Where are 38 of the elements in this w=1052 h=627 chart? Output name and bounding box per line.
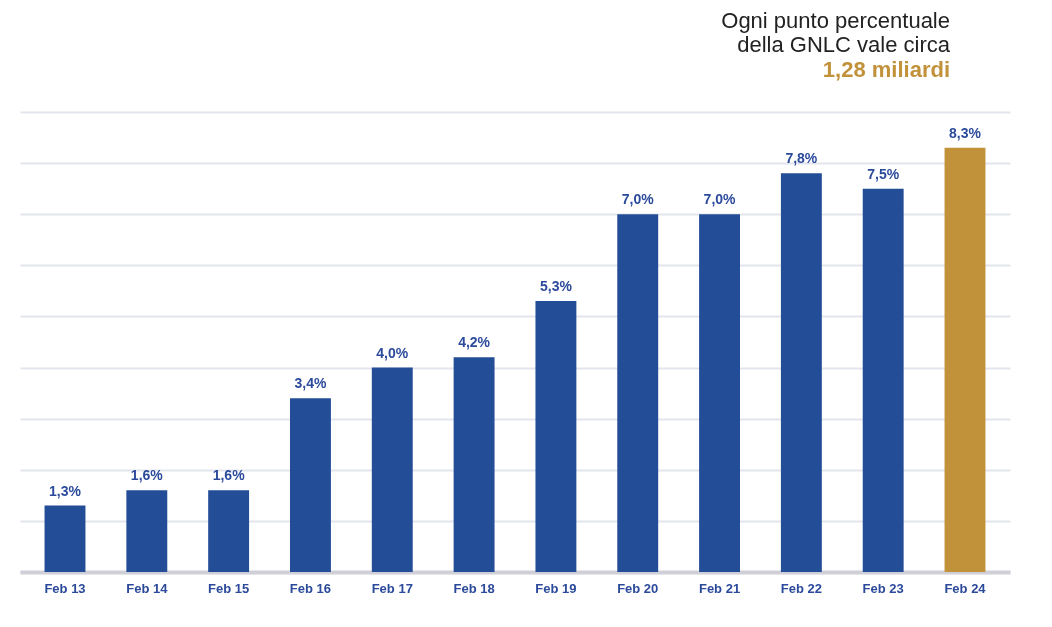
x-tick-label: Feb 21 — [698, 580, 741, 596]
chart-subtitle: 1,28 miliardi — [822, 57, 950, 82]
bar — [780, 173, 822, 572]
bar — [126, 490, 168, 572]
data-label: 7,8% — [785, 150, 818, 167]
data-label: 7,0% — [703, 191, 737, 208]
data-label: 1,6% — [212, 467, 246, 484]
x-tick-label: Feb 16 — [289, 580, 332, 596]
x-tick-label: Feb 24 — [944, 580, 987, 596]
bar — [371, 367, 413, 572]
bar — [862, 188, 904, 572]
chart-title: Ogni punto percentuale della GNLC vale circa — [721, 8, 951, 57]
data-label: 4,0% — [376, 344, 409, 361]
bar — [535, 301, 577, 572]
x-tick-label: Feb 22 — [780, 580, 822, 596]
x-tick-label: Feb 13 — [44, 580, 86, 596]
x-tick-label: Feb 14 — [126, 580, 169, 596]
x-tick-label: Feb 17 — [371, 580, 413, 596]
bar — [944, 147, 986, 572]
data-label: 4,2% — [458, 334, 491, 351]
x-tick-label: Feb 20 — [617, 580, 659, 596]
bar — [617, 214, 659, 572]
bar — [453, 357, 495, 572]
data-label: 8,3% — [949, 124, 982, 141]
data-label: 7,5% — [867, 165, 900, 182]
bar — [699, 214, 740, 572]
data-label: 5,3% — [539, 278, 573, 295]
bar — [208, 490, 250, 572]
data-label: 1,3% — [49, 482, 82, 499]
data-label: 7,0% — [621, 191, 655, 208]
x-tick-label: Feb 15 — [208, 580, 250, 596]
x-tick-label: Feb 19 — [535, 580, 577, 596]
x-tick-label: Feb 23 — [862, 580, 904, 596]
data-label: 1,6% — [130, 467, 164, 484]
bar — [290, 398, 331, 572]
x-tick-label: Feb 18 — [453, 580, 495, 596]
data-label: 3,4% — [294, 375, 327, 392]
bar — [44, 505, 86, 572]
